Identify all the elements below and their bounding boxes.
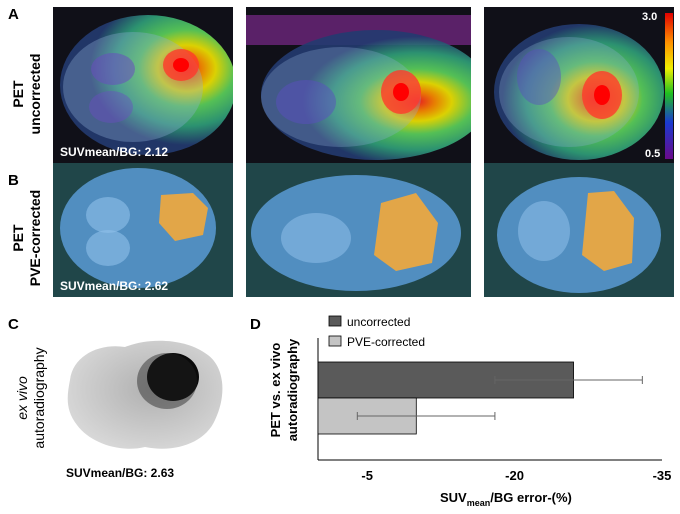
x-tick-label: -35 — [653, 468, 672, 483]
panel-c-label-line2: autoradiography — [31, 347, 47, 449]
x-axis-label-rest: /BG error-(%) — [490, 490, 572, 505]
panel-d-letter: D — [250, 316, 261, 333]
x-axis-label-main: SUV — [440, 490, 467, 505]
legend-swatch-uncorrected — [328, 315, 342, 327]
panel-a-coronal-svg — [484, 7, 674, 165]
legend-swatch-pve — [328, 335, 342, 347]
panel-a-axial-image — [53, 7, 233, 165]
panel-a-row-label: PET uncorrected — [10, 34, 46, 154]
panel-b-label-line1: PET — [10, 224, 26, 252]
autoradiography-svg — [67, 340, 223, 449]
panel-d-ylabel-line1: PET vs. ex vivo — [268, 342, 283, 438]
panel-d-ylabel: PET vs. ex vivo autoradiography — [267, 320, 303, 460]
panel-a-sagittal-svg — [246, 7, 471, 165]
panel-b-row-label: PET PVE-corrected — [10, 178, 46, 298]
panel-d-chart: uncorrected PVE-corrected -5 -20 -35 SUVme… — [317, 315, 672, 508]
panel-b-sagittal-svg — [246, 163, 471, 297]
legend-label-uncorrected: uncorrected — [347, 315, 410, 329]
panel-a-axial-svg — [53, 7, 233, 165]
x-tick-label: -5 — [361, 468, 373, 483]
panel-a-label-line2: uncorrected — [27, 53, 43, 135]
panel-a-coronal-image — [484, 7, 674, 165]
colorbar-max-label: 3.0 — [642, 11, 658, 23]
panel-b-axial-image — [53, 163, 233, 297]
panel-b-coronal-image — [484, 163, 674, 297]
panel-c-letter: C — [8, 316, 19, 333]
panel-b-coronal-svg — [484, 163, 674, 297]
colorbar-min-label: 0.5 — [645, 148, 661, 160]
panel-a-sagittal-image — [246, 7, 471, 165]
panel-b-label-line2: PVE-corrected — [27, 189, 43, 287]
panel-c-row-label: ex vivo autoradiography — [14, 338, 50, 458]
panel-c-label-line1: ex vivo — [14, 376, 30, 420]
panel-b-letter: B — [8, 172, 19, 189]
x-tick-label: -20 — [505, 468, 524, 483]
panel-b-axial-svg — [53, 163, 233, 297]
autoradiography-image — [55, 325, 240, 465]
x-axis-label-sub: mean — [467, 498, 491, 508]
panel-d-ylabel-line2: autoradiography — [285, 338, 300, 442]
panel-b-sagittal-image — [246, 163, 471, 297]
panel-a-letter: A — [8, 6, 19, 23]
panel-a-label-line1: PET — [10, 80, 26, 108]
panel-c-suv-text: SUVmean/BG: 2.63 — [66, 466, 175, 480]
x-axis-label: SUVmean/BG error-(%) — [440, 490, 572, 508]
panel-b-suv-text: SUVmean/BG: 2.62 — [60, 279, 169, 293]
panel-a-suv-text: SUVmean/BG: 2.12 — [60, 145, 169, 159]
legend-label-pve: PVE-corrected — [347, 335, 425, 349]
